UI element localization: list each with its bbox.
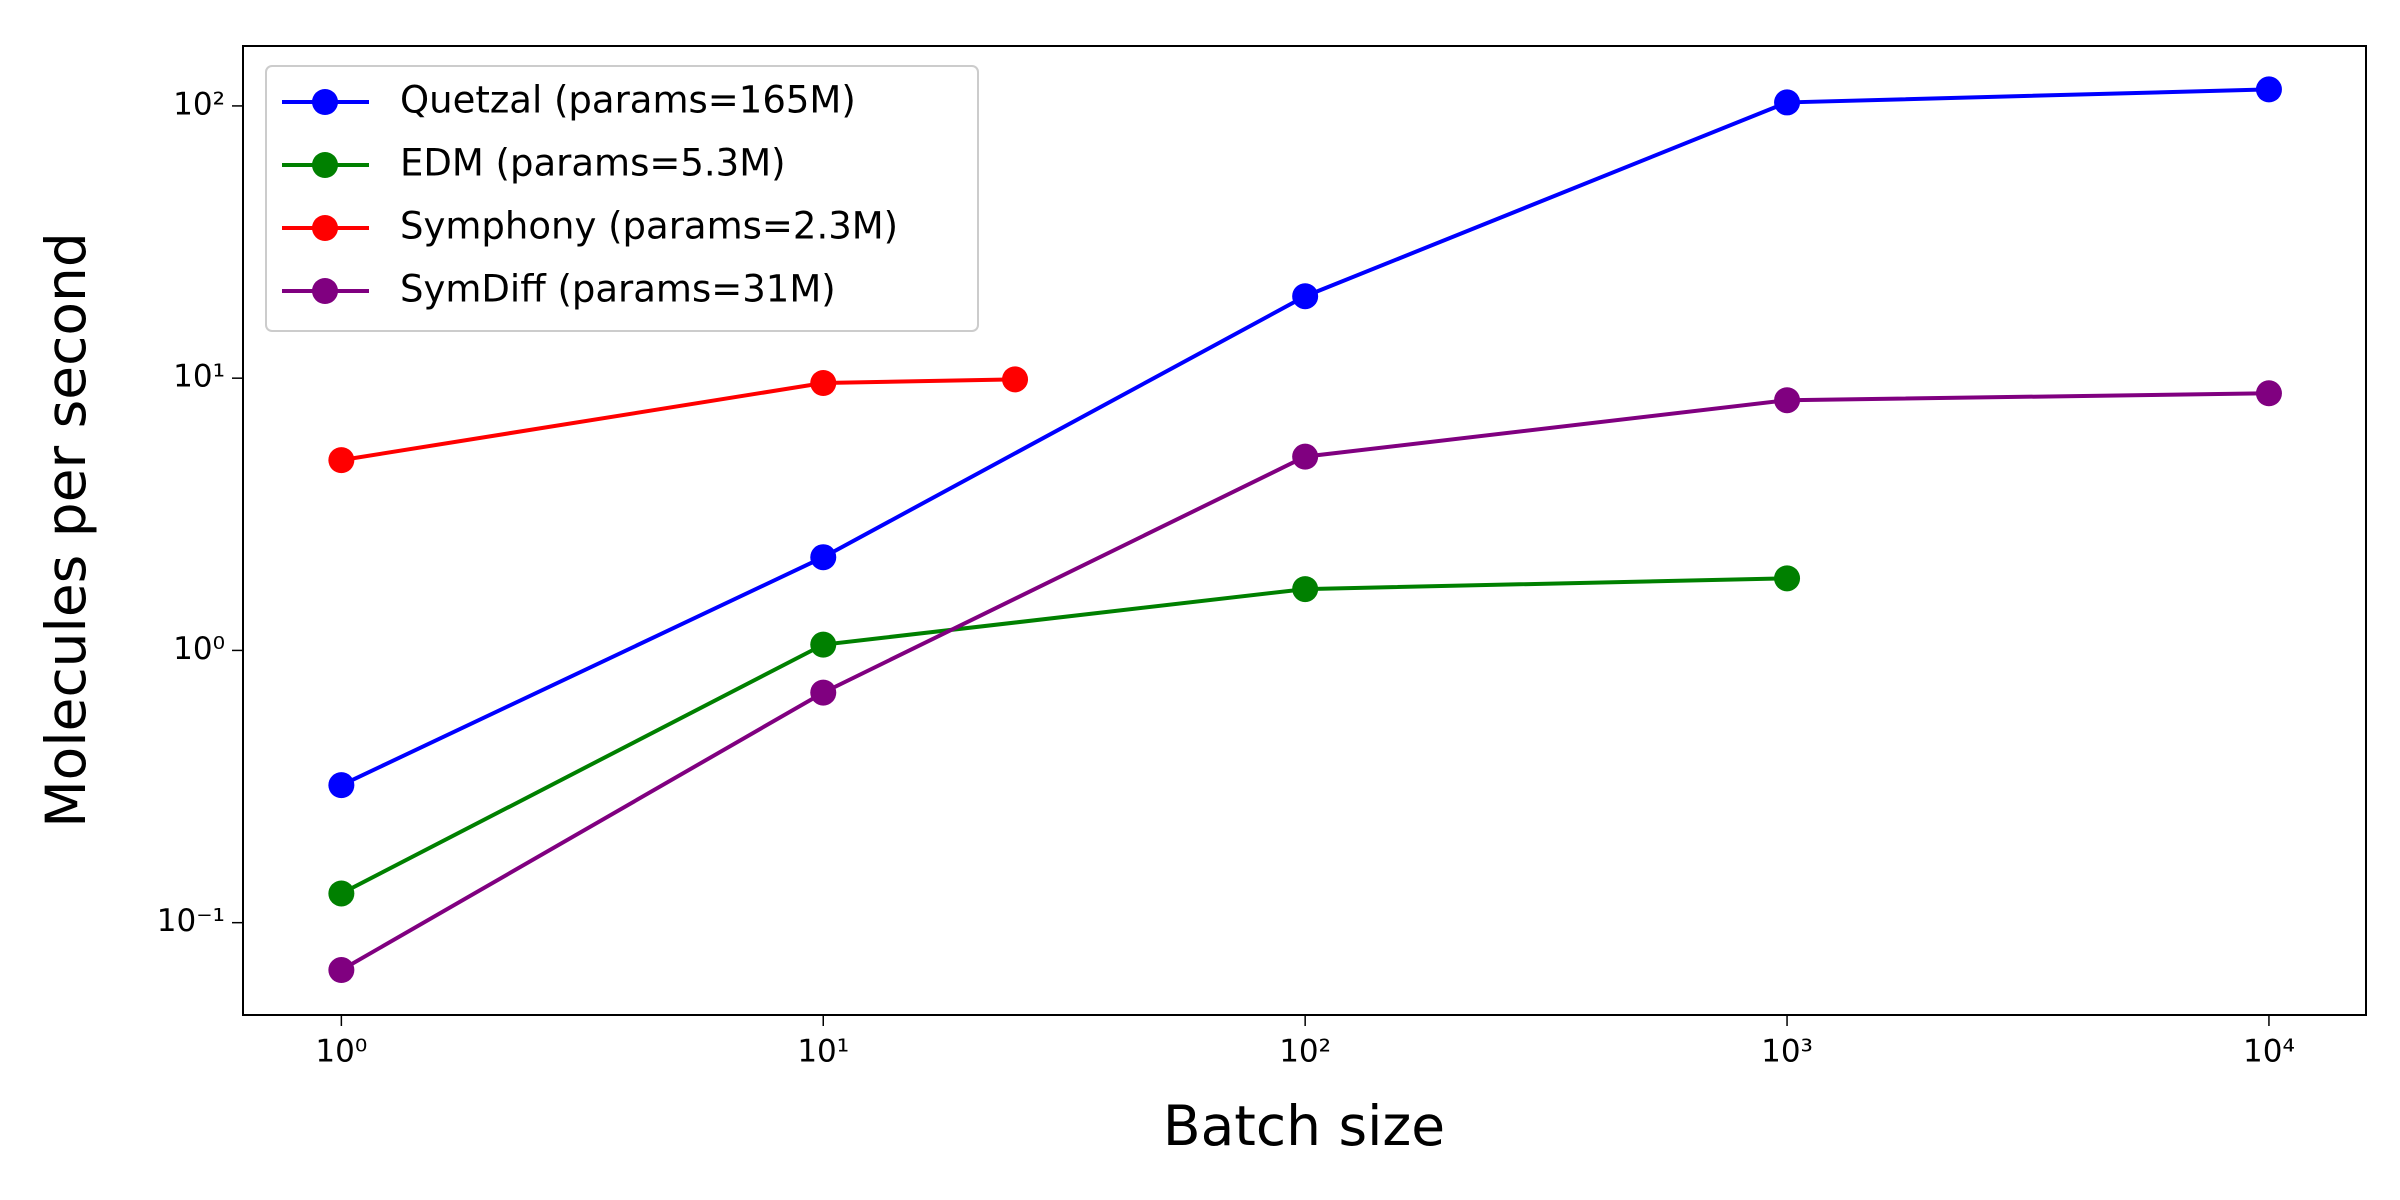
data-point — [1774, 89, 1801, 116]
x-tick-label: 10² — [1279, 1034, 1331, 1070]
x-tick-label: 10⁴ — [2243, 1034, 2295, 1070]
legend-label: EDM (params=5.3M) — [400, 142, 786, 185]
data-point — [810, 544, 837, 571]
legend-marker — [312, 278, 338, 304]
y-tick-label: 10⁻¹ — [157, 903, 225, 939]
data-point — [2255, 380, 2282, 407]
data-point — [1292, 576, 1319, 603]
legend-label: SymDiff (params=31M) — [400, 268, 836, 311]
data-point — [328, 447, 355, 474]
y-tick-label: 10² — [173, 86, 225, 122]
legend-label: Quetzal (params=165M) — [400, 79, 856, 122]
data-point — [1774, 387, 1801, 414]
data-point — [810, 369, 837, 396]
y-tick-label: 10⁰ — [173, 631, 225, 667]
data-point — [810, 631, 837, 658]
series-line — [340, 576, 1788, 896]
x-tick-label: 10⁰ — [315, 1034, 367, 1070]
legend-label: Symphony (params=2.3M) — [400, 205, 898, 248]
data-point — [328, 772, 355, 799]
data-point — [328, 957, 355, 984]
y-axis-label: Molecules per second — [34, 232, 98, 828]
y-tick-label: 10¹ — [173, 359, 225, 395]
data-point — [1002, 366, 1029, 393]
x-tick-label: 10³ — [1761, 1034, 1813, 1070]
legend-marker — [312, 215, 338, 241]
legend-marker — [312, 152, 338, 178]
data-point — [810, 679, 837, 706]
data-point — [1292, 283, 1319, 310]
x-tick-label: 10¹ — [797, 1034, 849, 1070]
legend-box — [265, 65, 979, 332]
x-axis-label: Batch size — [1163, 1094, 1445, 1158]
data-point — [1292, 443, 1319, 470]
legend-marker — [312, 89, 338, 115]
legend: Quetzal (params=165M) EDM (params=5.3M) Sy… — [265, 65, 979, 332]
data-point — [1774, 565, 1801, 592]
data-point — [328, 880, 355, 907]
plot-frame — [242, 45, 2367, 1016]
data-point — [2255, 76, 2282, 103]
